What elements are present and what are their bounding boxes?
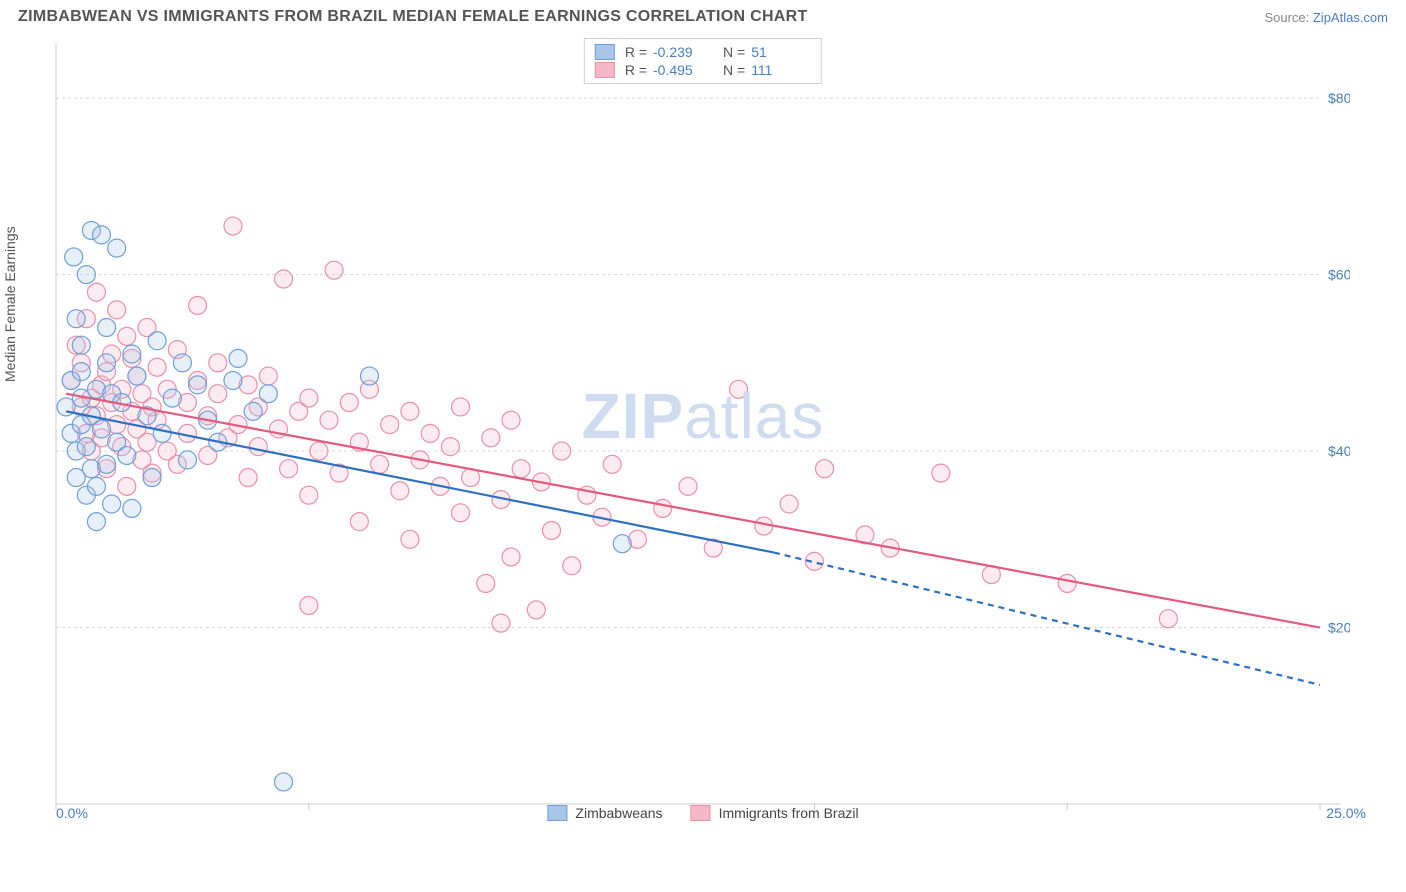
source-attribution: Source: ZipAtlas.com <box>1264 10 1388 25</box>
swatch-brazil-bottom <box>691 805 711 821</box>
n-value-zimbabweans: 51 <box>751 44 811 60</box>
r-value-brazil: -0.495 <box>653 62 713 78</box>
chart-container: Median Female Earnings $20,000$40,000$60… <box>10 34 1396 829</box>
source-link[interactable]: ZipAtlas.com <box>1313 10 1388 25</box>
r-label: R = <box>625 62 647 78</box>
swatch-zimbabweans-bottom <box>547 805 567 821</box>
series-legend: Zimbabweans Immigrants from Brazil <box>547 805 858 821</box>
legend-label-brazil: Immigrants from Brazil <box>719 805 859 821</box>
correlation-legend: R = -0.239 N = 51 R = -0.495 N = 111 <box>584 38 822 84</box>
swatch-zimbabweans <box>595 44 615 60</box>
legend-label-zimbabweans: Zimbabweans <box>575 805 662 821</box>
n-value-brazil: 111 <box>751 62 811 78</box>
r-label: R = <box>625 44 647 60</box>
svg-text:$60,000: $60,000 <box>1328 267 1350 283</box>
legend-row-brazil: R = -0.495 N = 111 <box>595 61 811 79</box>
n-label: N = <box>723 62 745 78</box>
legend-item-brazil: Immigrants from Brazil <box>691 805 859 821</box>
svg-text:$80,000: $80,000 <box>1328 90 1350 106</box>
chart-title: ZIMBABWEAN VS IMMIGRANTS FROM BRAZIL MED… <box>18 8 808 26</box>
n-label: N = <box>723 44 745 60</box>
legend-row-zimbabweans: R = -0.239 N = 51 <box>595 43 811 61</box>
r-value-zimbabweans: -0.239 <box>653 44 713 60</box>
scatter-chart: $20,000 $40,000 $60,000 $80,000 <box>10 34 1350 824</box>
svg-text:$40,000: $40,000 <box>1328 443 1350 459</box>
swatch-brazil <box>595 62 615 78</box>
source-prefix: Source: <box>1264 10 1312 25</box>
x-axis-max-label: 25.0% <box>1326 805 1366 821</box>
legend-item-zimbabweans: Zimbabweans <box>547 805 662 821</box>
svg-text:$20,000: $20,000 <box>1328 620 1350 636</box>
x-axis-min-label: 0.0% <box>56 805 88 821</box>
chart-header: ZIMBABWEAN VS IMMIGRANTS FROM BRAZIL MED… <box>0 0 1406 30</box>
y-axis-label: Median Female Earnings <box>2 226 18 382</box>
